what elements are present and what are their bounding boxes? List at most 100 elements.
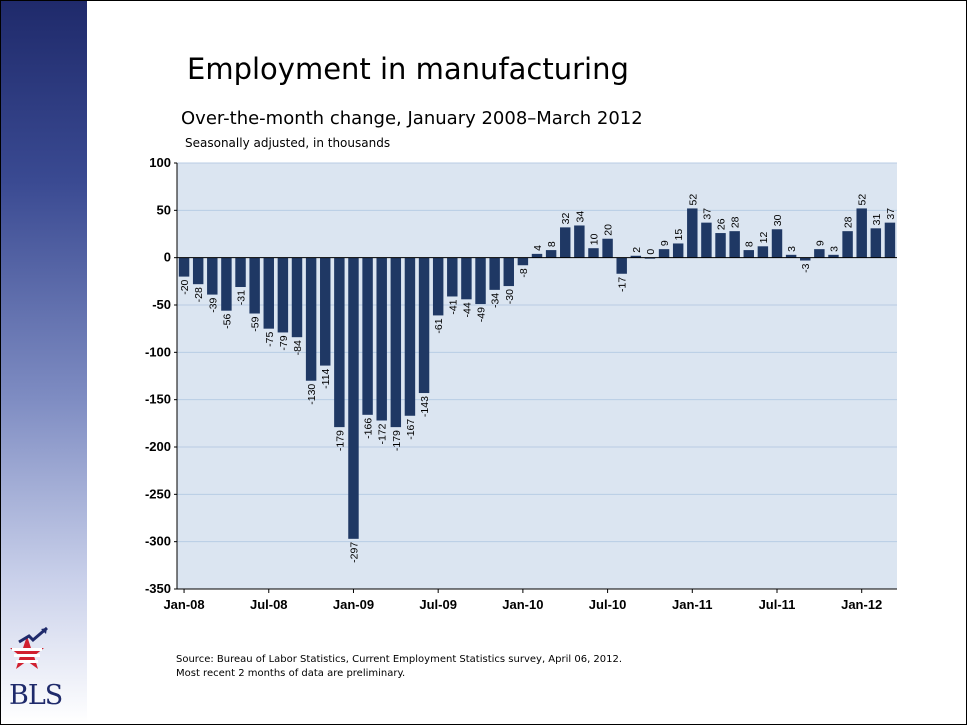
bar [447,257,458,297]
y-tick-label: 100 [149,155,171,170]
data-label: -167 [405,419,417,440]
data-label: -3 [800,263,812,272]
bar [560,227,571,258]
chart-subtitle: Over-the-month change, January 2008–Marc… [181,108,643,129]
bar [418,257,430,394]
bar [178,257,190,277]
bar [814,249,825,258]
data-label: -49 [476,307,488,322]
bar [701,222,712,258]
data-label: -79 [278,335,290,350]
data-label: -39 [207,297,219,312]
data-label: -8 [518,268,530,277]
data-label: -179 [334,430,346,451]
y-tick-label: 50 [157,202,171,217]
bar [687,208,698,258]
bar [362,257,373,415]
bar [757,246,769,258]
data-label: -166 [363,418,375,439]
bls-logo-icon [10,626,48,669]
x-tick-label: Jan-09 [333,597,374,612]
data-label: -30 [504,289,516,304]
preliminary-note: Most recent 2 months of data are prelimi… [176,668,406,679]
x-tick-label: Jan-10 [502,597,543,612]
data-label: 4 [532,245,544,251]
x-tick-label: Jul-09 [419,597,457,612]
data-label: -130 [306,384,318,405]
data-label: -17 [617,277,629,292]
bar [870,228,882,258]
data-label: -28 [193,287,205,302]
data-label: 34 [574,211,586,223]
bar [588,248,599,258]
x-tick-label: Jan-11 [672,597,712,612]
data-label: -114 [320,368,332,388]
bar [884,222,896,258]
data-label: 0 [645,249,657,255]
data-label: 8 [546,241,558,247]
bar [545,250,557,258]
bar [715,233,726,258]
data-label: 30 [772,214,784,226]
data-label: 37 [885,208,897,220]
bar [531,253,543,258]
logo-arrow-icon [18,626,48,644]
bar [785,254,797,258]
data-label: -34 [490,293,502,308]
data-label: 26 [716,218,728,230]
bar [192,257,204,285]
bar [616,257,627,274]
bar [235,257,246,288]
bar [221,257,232,311]
data-label: -44 [461,302,473,317]
bar [277,257,289,333]
source-note: Source: Bureau of Labor Statistics, Curr… [176,653,622,681]
data-label: -61 [433,318,445,333]
bar [390,257,402,428]
source-line: Source: Bureau of Labor Statistics, Curr… [176,654,623,665]
bar [602,238,613,258]
bar [263,257,274,329]
data-label: 9 [814,240,826,246]
y-tick-label: -350 [145,581,171,596]
data-label: 28 [843,216,855,228]
bar [461,257,472,300]
slide-title: Employment in manufacturing [187,52,629,86]
data-label: 8 [744,241,756,247]
data-label: 52 [687,194,699,206]
bar [828,254,839,258]
data-label: 10 [588,233,600,245]
data-label: 28 [730,216,742,228]
data-label: -59 [250,316,262,331]
bar [729,231,740,258]
data-label: -172 [377,423,389,444]
data-label: -41 [447,299,459,314]
data-label: 37 [701,208,713,220]
y-tick-label: -300 [145,534,171,549]
bar [771,229,783,258]
bar [574,225,585,258]
bar [305,257,317,381]
bar [856,208,867,258]
data-label: -75 [264,332,276,347]
x-tick-label: Jan-08 [163,597,204,612]
bar [630,255,642,258]
bar [842,231,853,258]
data-label: 12 [758,231,770,243]
units-note: Seasonally adjusted, in thousands [185,136,391,150]
x-tick-label: Jul-11 [759,597,796,612]
data-label: 2 [631,247,643,253]
y-tick-label: -200 [145,439,171,454]
bar [376,257,387,421]
logo-star-icon [10,636,44,669]
data-label: 15 [673,229,685,241]
data-label: -31 [236,290,248,305]
y-tick-label: -150 [145,392,171,407]
y-tick-label: -250 [145,486,171,501]
plot-area [177,163,897,589]
bar [489,257,500,290]
data-label: -297 [348,542,360,563]
slide-sidebar-gradient [1,1,87,723]
bar [320,257,331,366]
